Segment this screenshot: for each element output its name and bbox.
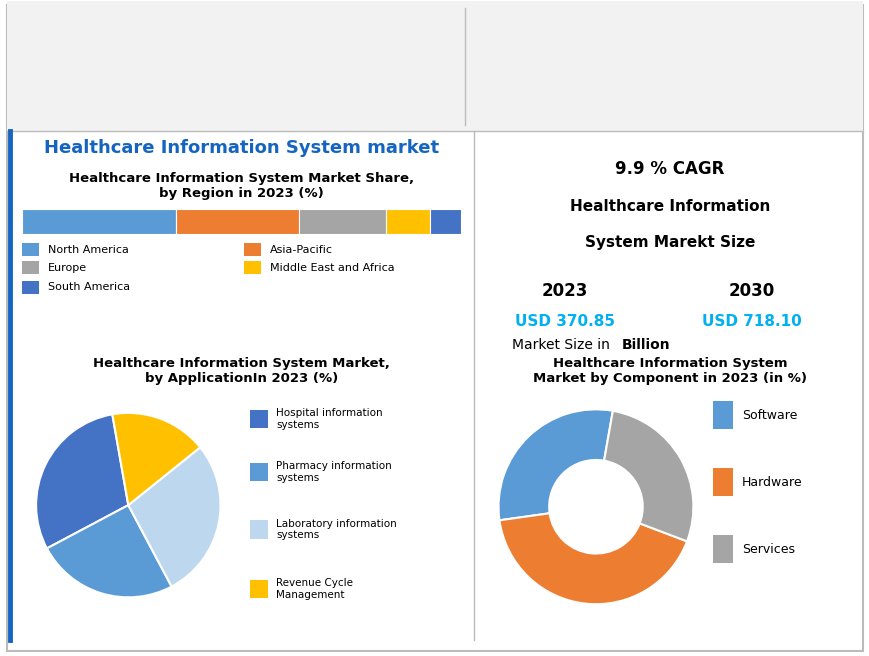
Wedge shape bbox=[36, 415, 129, 548]
Text: Market Size in: Market Size in bbox=[511, 338, 614, 352]
Text: Billion: Billion bbox=[620, 338, 669, 352]
Text: North America Market Accounted
largest share in the Healthcare
Information Syste: North America Market Accounted largest s… bbox=[220, 43, 441, 87]
Text: Healthcare Information System market: Healthcare Information System market bbox=[43, 139, 439, 157]
Text: 2030: 2030 bbox=[728, 282, 774, 300]
Text: System Marekt Size: System Marekt Size bbox=[584, 235, 754, 250]
Wedge shape bbox=[112, 413, 200, 505]
Bar bbox=[298, 209, 386, 234]
Bar bbox=[243, 261, 261, 274]
Polygon shape bbox=[176, 33, 189, 95]
Text: Laboratory information
systems: Laboratory information systems bbox=[276, 519, 396, 540]
Circle shape bbox=[13, 28, 91, 96]
Text: 2023: 2023 bbox=[541, 282, 587, 300]
Text: Middle East and Africa: Middle East and Africa bbox=[269, 262, 394, 273]
Circle shape bbox=[476, 23, 527, 105]
Text: USD 718.10: USD 718.10 bbox=[701, 314, 801, 329]
Text: Pharmacy information
systems: Pharmacy information systems bbox=[276, 461, 392, 483]
Text: MMR: MMR bbox=[99, 52, 156, 72]
Bar bbox=[243, 243, 261, 256]
Text: Hardware: Hardware bbox=[741, 476, 802, 489]
Text: Asia-Pacific: Asia-Pacific bbox=[269, 245, 333, 255]
Text: USD 370.85: USD 370.85 bbox=[514, 314, 614, 329]
Bar bbox=[386, 209, 430, 234]
Text: North America: North America bbox=[48, 245, 129, 255]
Wedge shape bbox=[603, 411, 693, 541]
Text: South America: South America bbox=[48, 282, 130, 292]
Bar bbox=[249, 580, 268, 598]
Polygon shape bbox=[489, 33, 514, 95]
Bar bbox=[713, 468, 733, 496]
Bar bbox=[249, 410, 268, 428]
Bar bbox=[22, 261, 39, 274]
Text: Healthcare Information
System Market to grow at a
CAGR of 9.9% during 2024-
2030: Healthcare Information System Market to … bbox=[603, 36, 787, 94]
Text: Healthcare Information System Market,
by ApplicationIn 2023 (%): Healthcare Information System Market, by… bbox=[93, 357, 389, 384]
Text: 9.9 % CAGR: 9.9 % CAGR bbox=[614, 160, 724, 178]
Bar bbox=[713, 401, 733, 429]
Text: Revenue Cycle
Management: Revenue Cycle Management bbox=[276, 579, 353, 600]
Bar bbox=[430, 209, 461, 234]
Text: Services: Services bbox=[741, 543, 794, 556]
Bar bbox=[249, 463, 268, 482]
Bar bbox=[713, 535, 733, 563]
Circle shape bbox=[495, 60, 508, 82]
Wedge shape bbox=[499, 513, 687, 604]
Text: Healthcare Information: Healthcare Information bbox=[569, 199, 769, 215]
Wedge shape bbox=[129, 447, 220, 586]
Bar bbox=[22, 243, 39, 256]
Bar bbox=[249, 520, 268, 539]
Text: Healthcare Information System
Market by Component in 2023 (in %): Healthcare Information System Market by … bbox=[533, 357, 806, 384]
Text: Healthcare Information System Market Share,
by Region in 2023 (%): Healthcare Information System Market Sha… bbox=[69, 173, 414, 200]
Wedge shape bbox=[47, 505, 171, 598]
Bar bbox=[176, 209, 298, 234]
Wedge shape bbox=[498, 409, 612, 520]
Text: Europe: Europe bbox=[48, 262, 87, 273]
Text: Hospital information
systems: Hospital information systems bbox=[276, 409, 382, 430]
Bar bbox=[22, 209, 176, 234]
Circle shape bbox=[155, 23, 210, 105]
Bar bbox=[22, 281, 39, 293]
Text: Software: Software bbox=[741, 409, 797, 422]
